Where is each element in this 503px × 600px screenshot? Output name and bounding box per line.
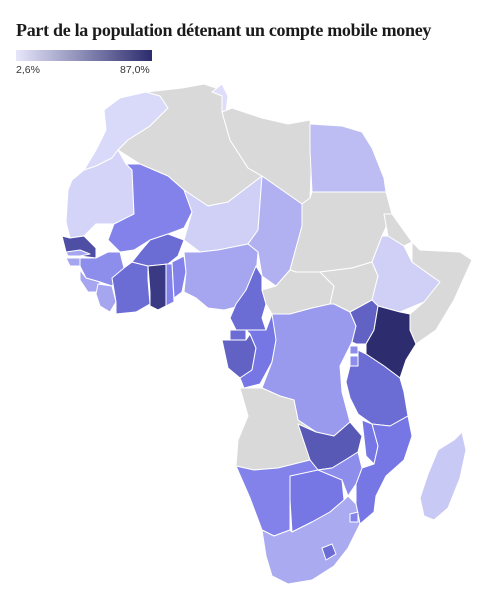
region-equatorial-guinea [229, 329, 247, 341]
region-guinea-bissau [65, 257, 81, 267]
legend-min-label: 2,6% [16, 64, 40, 76]
region-gambia [65, 249, 91, 257]
legend-color-ramp [16, 50, 152, 61]
legend-max-label: 87,0% [120, 64, 150, 76]
region-mozambique [355, 415, 413, 525]
region-lesotho [321, 543, 337, 561]
region-madagascar [419, 431, 467, 521]
region-south-africa [261, 495, 361, 585]
region-egypt [309, 123, 387, 193]
region-cote-divoire [111, 261, 151, 315]
region-rwanda [349, 345, 359, 355]
region-burundi [349, 355, 359, 367]
map-title: Part de la population détenant un compte… [16, 20, 432, 40]
region-liberia [95, 283, 117, 313]
region-benin [171, 255, 187, 299]
region-kenya [365, 305, 417, 379]
region-eritrea [383, 213, 413, 247]
region-ghana [147, 263, 169, 311]
region-togo [165, 263, 175, 307]
region-zimbabwe [317, 451, 363, 497]
region-eswatini [349, 511, 359, 523]
